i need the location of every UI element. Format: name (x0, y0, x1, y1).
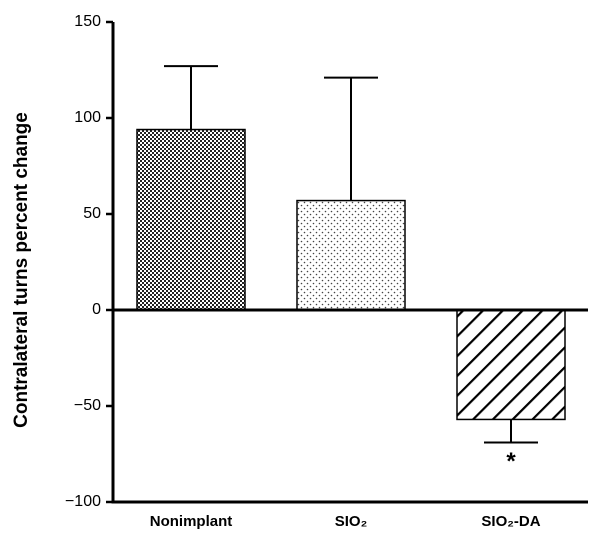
annotation: * (506, 448, 516, 475)
x-tick-label: Nonimplant (150, 513, 233, 530)
bar (296, 199, 406, 311)
y-tick-label: −50 (74, 397, 101, 414)
y-tick-label: 100 (74, 109, 101, 126)
y-tick-label: 150 (74, 13, 101, 30)
x-tick-label: SIO₂-DA (481, 513, 540, 530)
y-tick-label: 50 (83, 205, 101, 222)
y-axis-label: Contralateral turns percent change (11, 112, 32, 428)
y-tick-label: −100 (65, 493, 101, 510)
bar (136, 128, 246, 311)
bar (456, 309, 566, 421)
y-tick-label: 0 (92, 301, 101, 318)
x-tick-label: SIO₂ (335, 513, 368, 530)
